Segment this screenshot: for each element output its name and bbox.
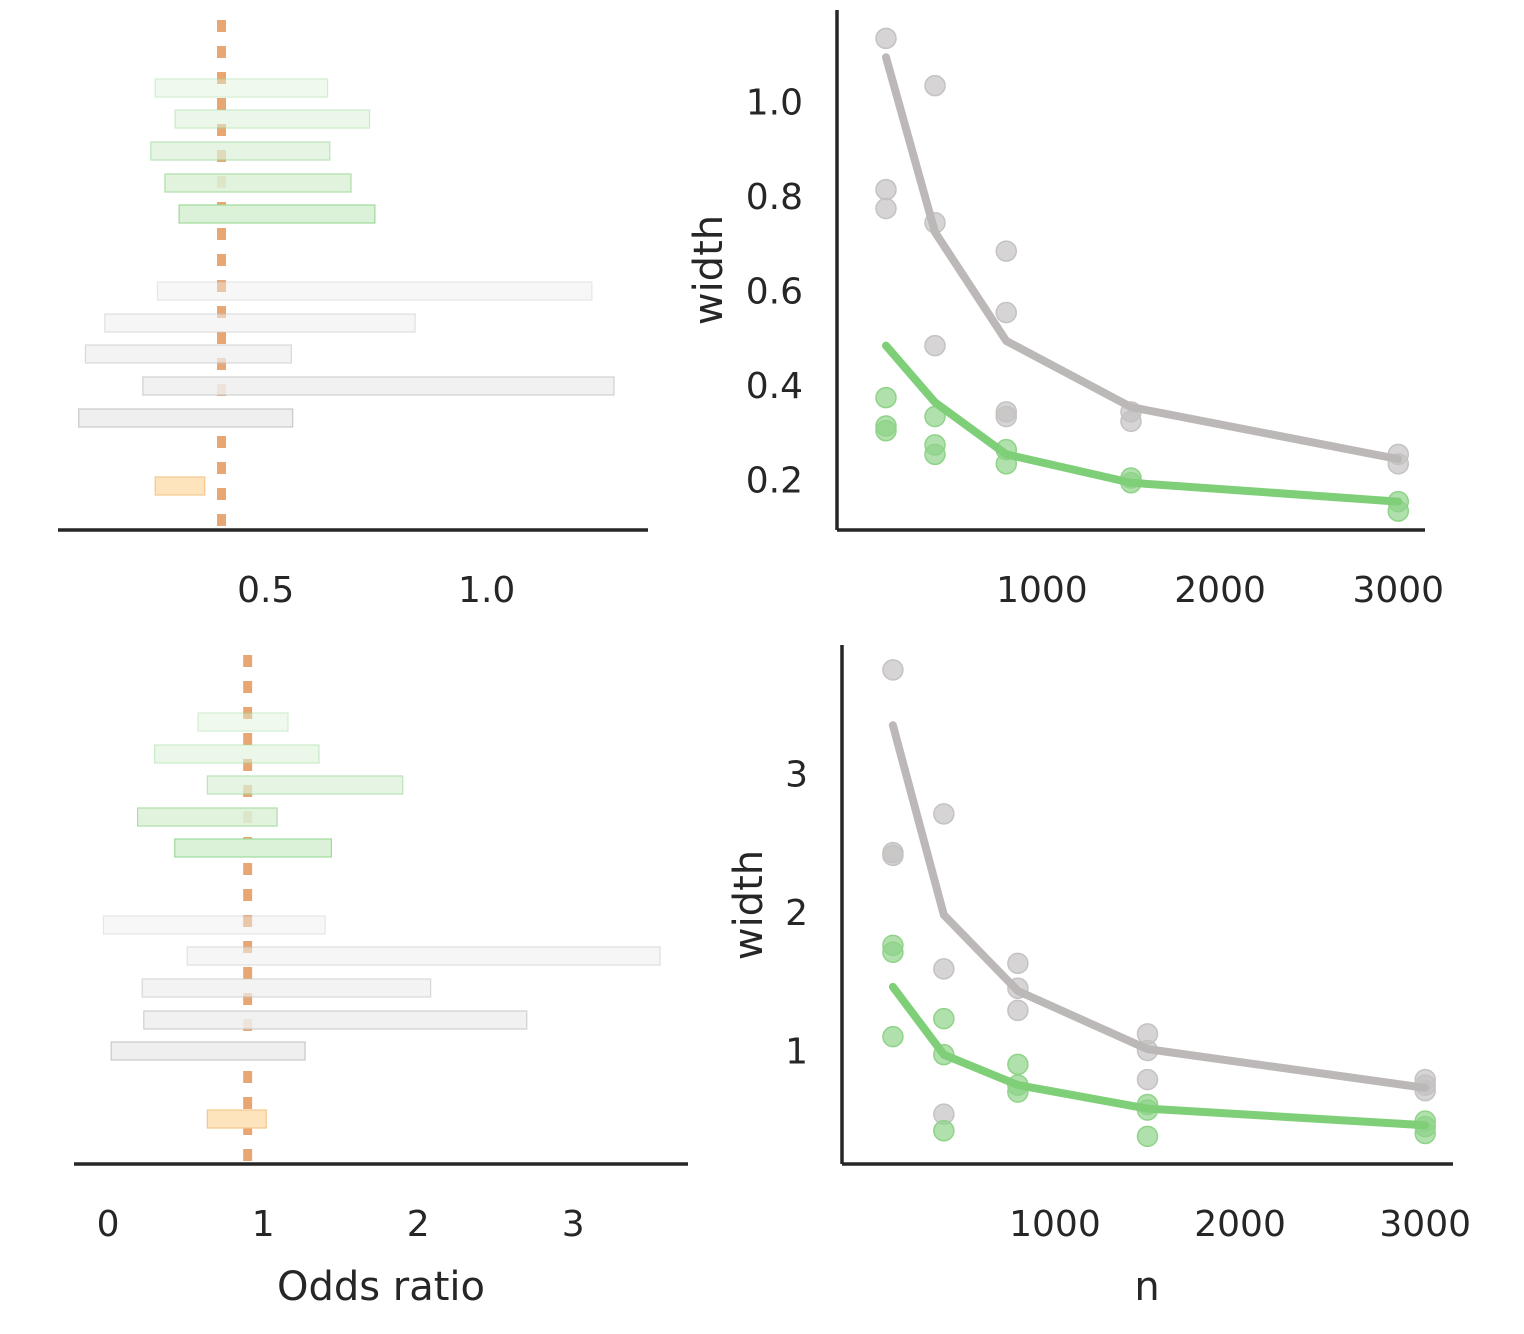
gray-interval-bar — [156, 281, 593, 301]
gray-data-point — [875, 197, 897, 220]
x-tick-label: 3000 — [1379, 1204, 1471, 1245]
gray-data-point — [882, 659, 904, 681]
y-tick-label: 0.4 — [746, 366, 803, 407]
green-interval-bar — [154, 744, 320, 764]
gray-interval-bar — [104, 313, 416, 333]
y-tick-label: 1 — [785, 1031, 808, 1072]
gray-interval-bar — [143, 1010, 528, 1030]
green-interval-bar — [174, 109, 371, 129]
green-interval-bar — [154, 78, 329, 98]
green-interval-bar — [197, 712, 289, 732]
x-tick-label: 1000 — [1009, 1204, 1101, 1245]
x-tick-label: 1 — [252, 1204, 275, 1245]
gray-interval-bar — [78, 408, 294, 428]
x-tick-label: 0 — [97, 1204, 120, 1245]
x-tick-label: 2 — [407, 1204, 430, 1245]
green-data-point — [882, 941, 904, 963]
gray-data-point — [1136, 1068, 1159, 1091]
green-interval-bar — [174, 838, 332, 858]
gray-data-point — [933, 958, 955, 980]
green-data-point — [1136, 1125, 1159, 1148]
gray-data-point — [933, 803, 955, 825]
gray-data-point — [882, 844, 904, 867]
gray-interval-bar — [84, 344, 292, 364]
green-interval-bar — [136, 807, 278, 827]
y-tick-label: 2 — [785, 893, 808, 934]
gray-interval-bar — [110, 1041, 306, 1061]
orange-interval-bar — [206, 1109, 267, 1129]
green-data-point — [1007, 1053, 1029, 1076]
gray-data-point — [875, 27, 897, 50]
gray-data-point — [924, 74, 946, 97]
x-tick-label: 1000 — [996, 570, 1088, 611]
y-axis-label: width — [726, 850, 772, 960]
green-data-point — [933, 1120, 955, 1142]
gray-data-point — [1120, 410, 1142, 433]
y-tick-label: 0.6 — [746, 272, 803, 313]
gray-data-point — [875, 178, 897, 201]
gray-data-point — [1007, 952, 1029, 975]
gray-series-line — [888, 721, 1430, 1092]
gray-data-point — [924, 334, 946, 357]
green-data-point — [882, 1025, 904, 1048]
gray-interval-bar — [102, 915, 326, 935]
x-tick-label: 3 — [562, 1204, 585, 1245]
x-tick-label: 2000 — [1194, 1204, 1286, 1245]
gray-data-point — [995, 405, 1018, 428]
green-interval-bar — [178, 204, 376, 224]
odds-ratio-axis-label: Odds ratio — [277, 1264, 485, 1310]
green-data-point — [875, 419, 897, 442]
gray-interval-bar — [186, 946, 661, 966]
gray-data-point — [1007, 999, 1029, 1022]
green-series-line — [882, 341, 1403, 506]
y-axis-label: width — [686, 215, 732, 325]
green-series-line — [888, 982, 1430, 1130]
gray-interval-bar — [141, 978, 432, 998]
green-data-point — [875, 386, 897, 409]
green-interval-bar — [150, 141, 331, 161]
gray-data-point — [995, 301, 1018, 324]
y-tick-label: 1.0 — [746, 83, 803, 124]
top-left-interval-panel: 0.5 1.0 — [58, 20, 648, 611]
n-axis-label: n — [1134, 1264, 1159, 1310]
x-tick-label: 2000 — [1174, 570, 1266, 611]
x-tick-label: 3000 — [1352, 570, 1444, 611]
x-tick-label: 0.5 — [237, 570, 294, 611]
y-tick-label: 0.8 — [746, 177, 803, 218]
y-tick-label: 0.2 — [746, 461, 803, 502]
bottom-left-interval-panel: 0 1 2 3 — [74, 655, 688, 1245]
x-tick-label: 1.0 — [458, 570, 515, 611]
gray-data-point — [995, 240, 1018, 262]
top-right-width-panel: 1000 2000 3000 0.2 0.4 0.6 0.8 1.0 width — [686, 10, 1444, 611]
green-data-point — [933, 1007, 955, 1030]
green-data-point — [924, 443, 946, 466]
bottom-right-width-panel: 1000 2000 3000 1 2 3 width — [726, 645, 1471, 1245]
gray-series-line — [882, 53, 1403, 464]
green-interval-bar — [206, 775, 404, 795]
y-tick-label: 3 — [785, 754, 808, 795]
gray-interval-bar — [142, 376, 615, 396]
green-interval-bar — [164, 173, 352, 193]
orange-interval-bar — [154, 476, 206, 496]
